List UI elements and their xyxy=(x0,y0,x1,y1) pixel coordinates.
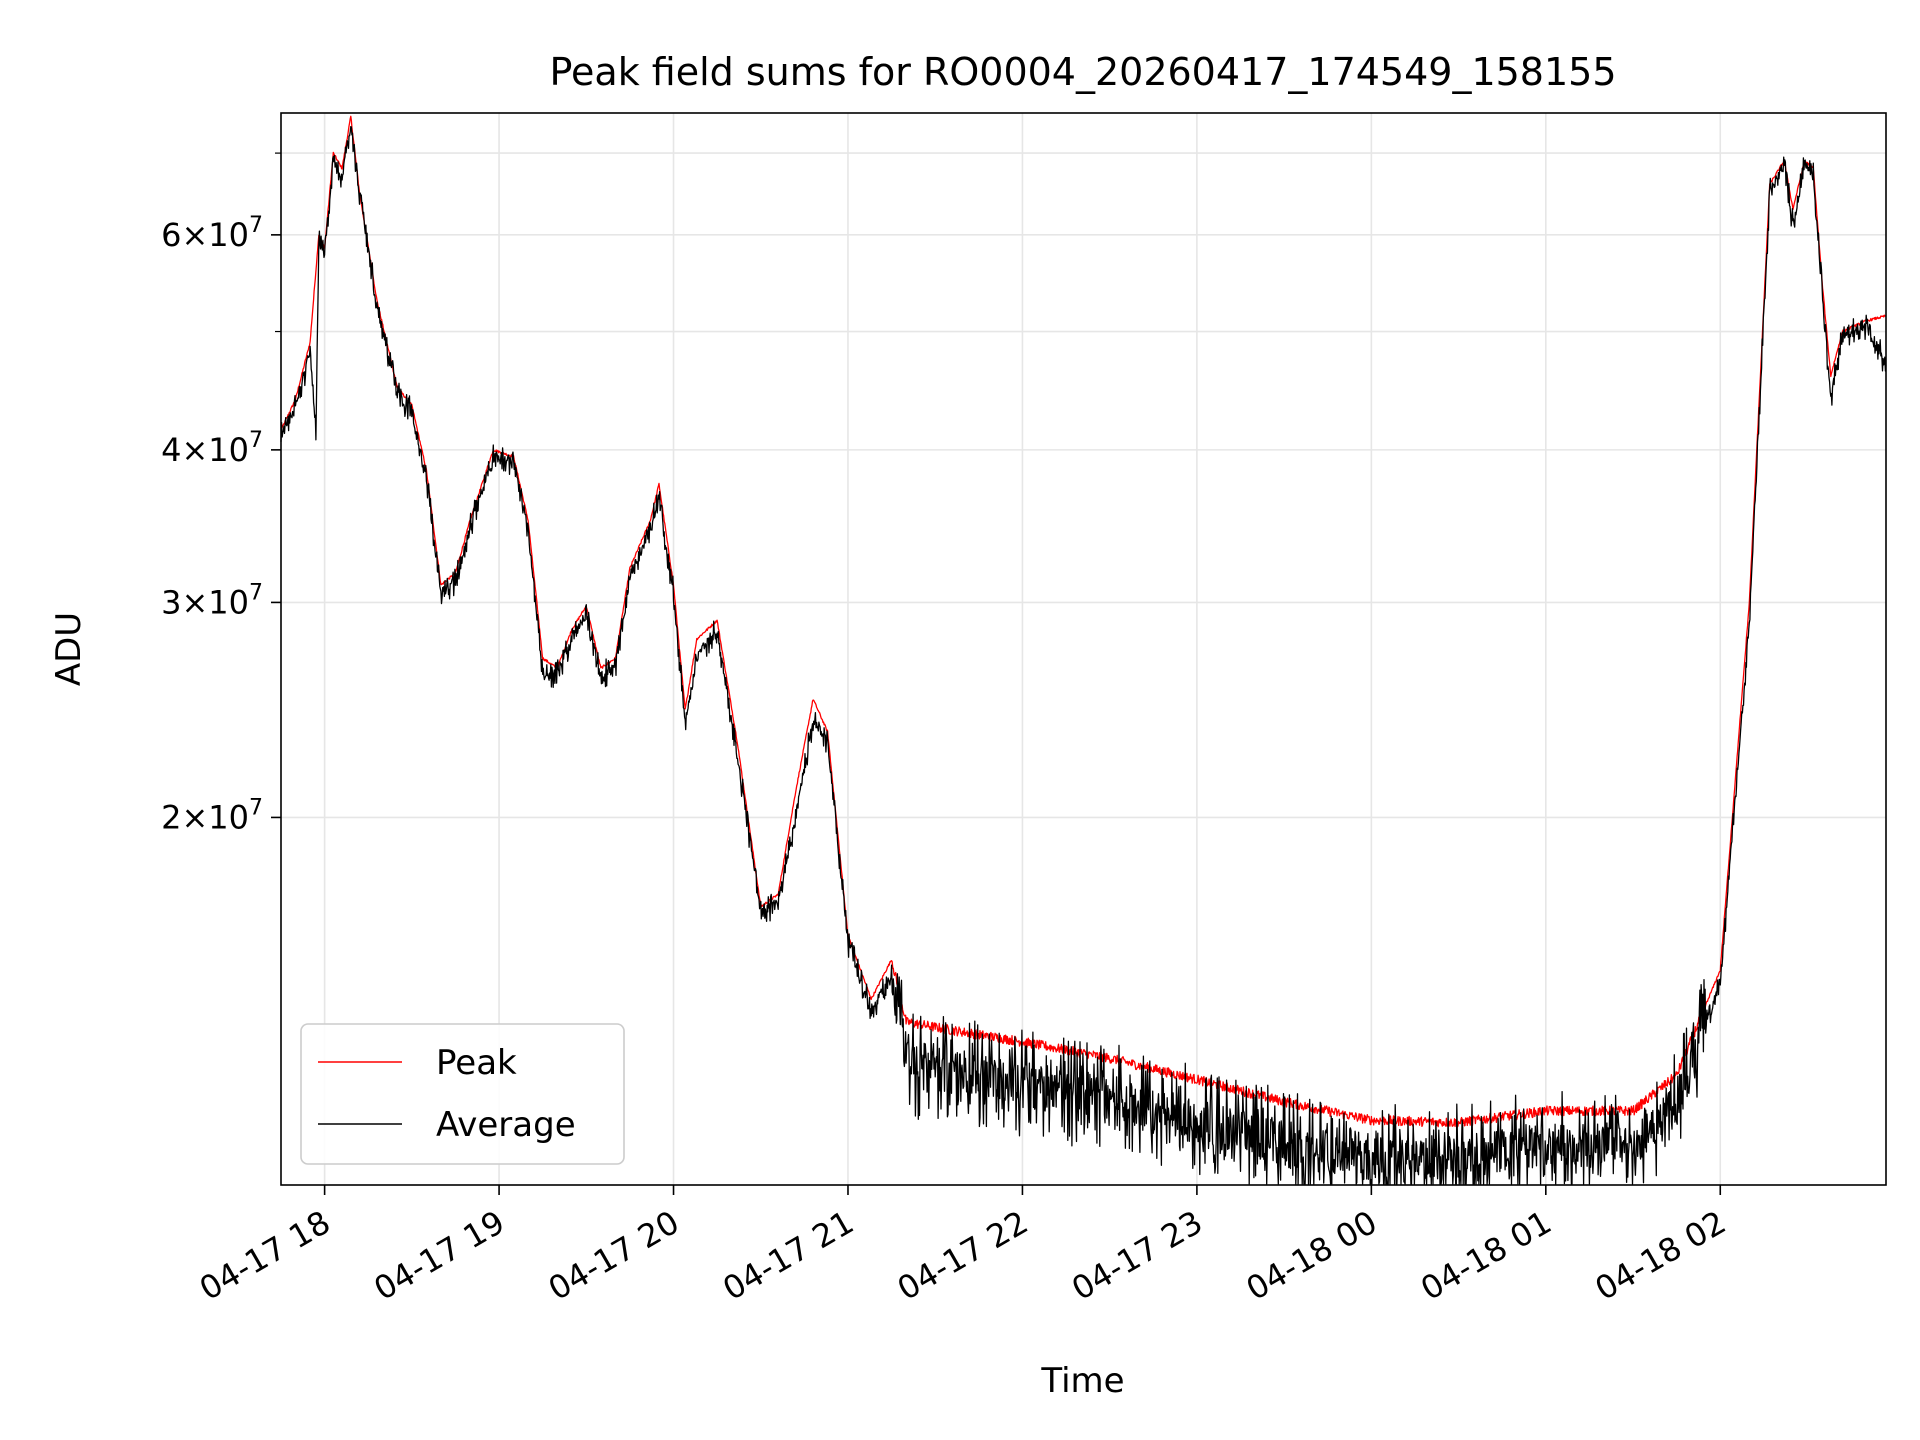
chart-title: Peak field sums for RO0004_20260417_1745… xyxy=(549,50,1616,94)
y-tick-label: 2×107 xyxy=(161,795,263,836)
y-tick-label: 6×107 xyxy=(161,213,263,254)
legend-box xyxy=(300,1023,625,1165)
y-tick-label: 3×107 xyxy=(161,580,263,621)
series-line-peak xyxy=(280,115,1887,1128)
y-axis-label: ADU xyxy=(49,612,89,686)
legend: Peak Average xyxy=(300,1023,625,1165)
series-layer xyxy=(280,115,1887,1185)
grid xyxy=(281,113,1886,1185)
x-axis-label: Time xyxy=(1040,1361,1124,1401)
y-tick-label: 4×107 xyxy=(161,428,263,469)
plot-frame xyxy=(280,112,1887,1186)
legend-label-average: Average xyxy=(436,1105,576,1145)
y-axis: 2×107 3×107 4×107 6×107 xyxy=(161,152,281,836)
legend-label-peak: Peak xyxy=(436,1043,517,1083)
series-line-average xyxy=(280,125,1887,1185)
